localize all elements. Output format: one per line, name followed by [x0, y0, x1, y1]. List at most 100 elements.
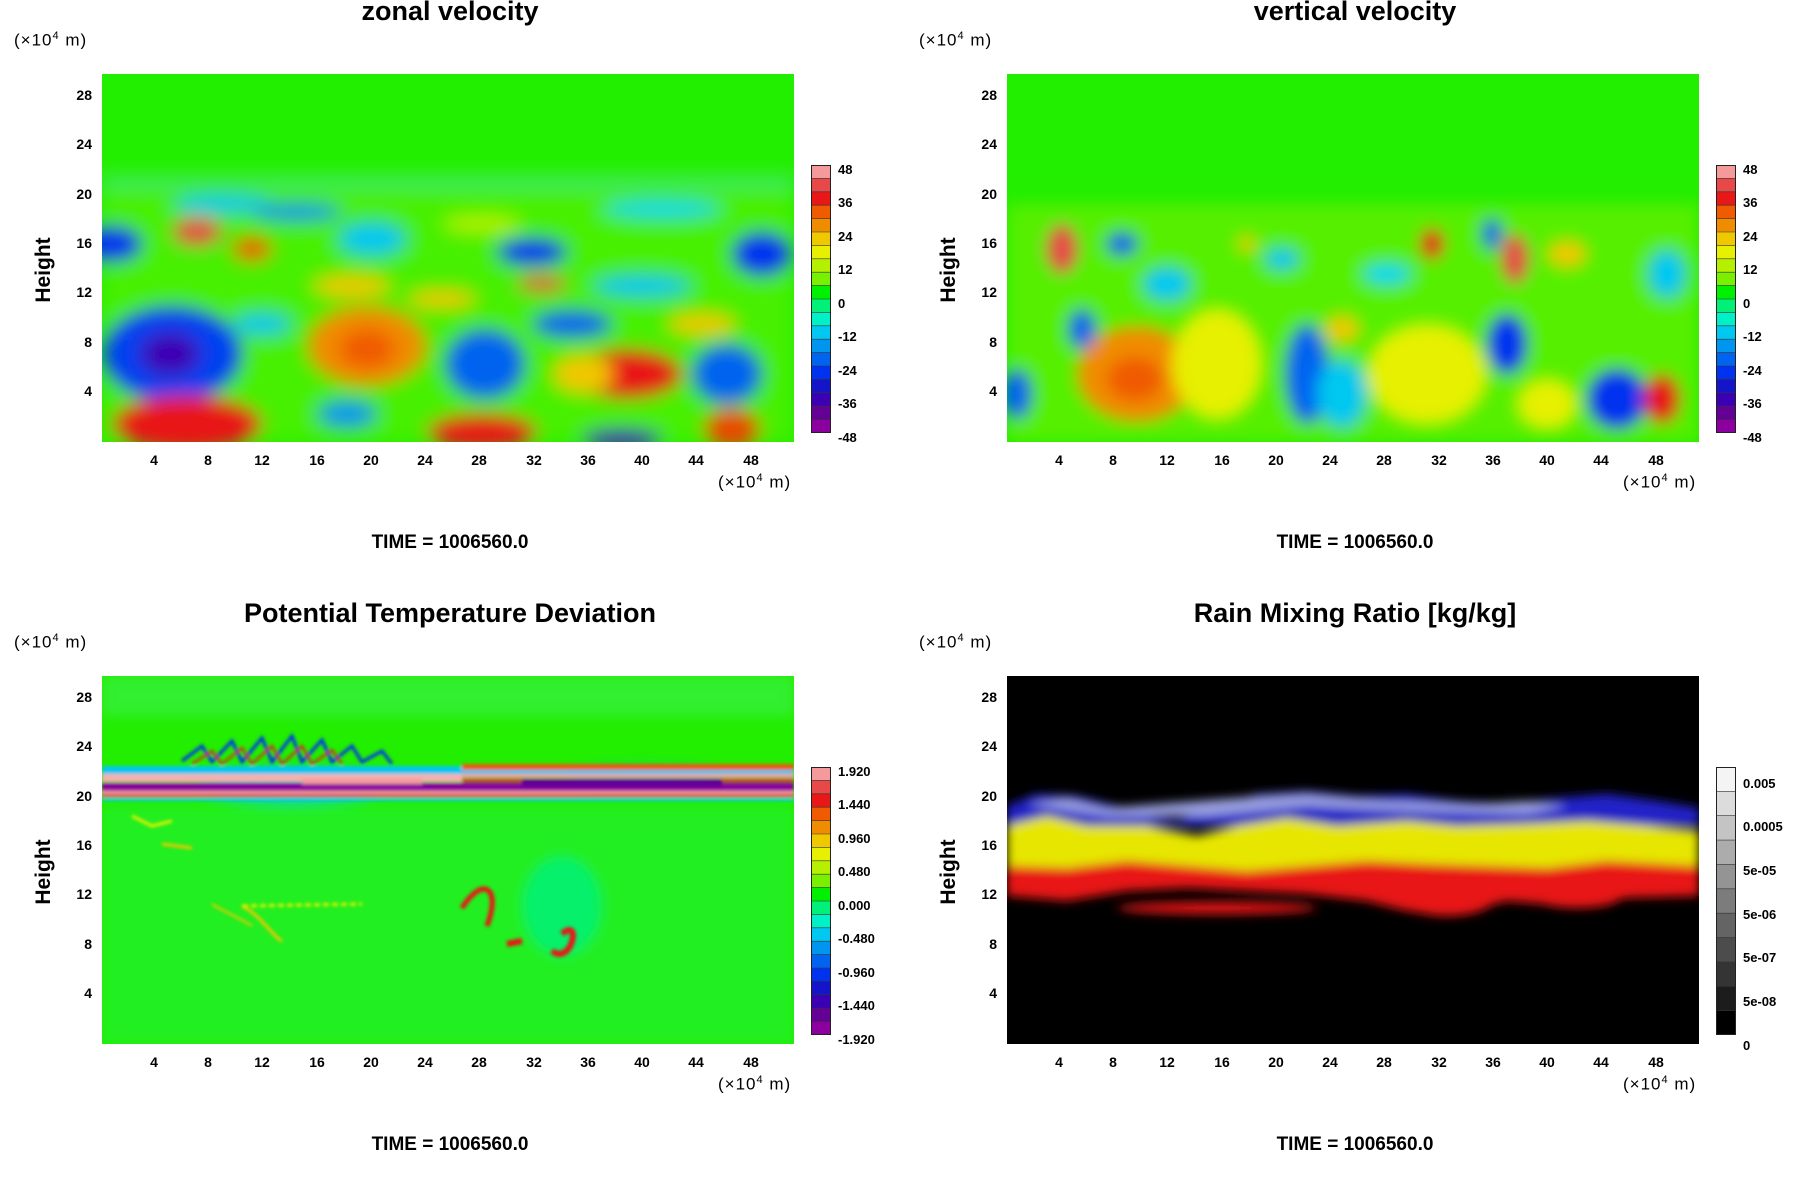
- colorbar-swatch: [1716, 232, 1736, 246]
- heatmap-potential-temperature: [102, 676, 794, 1044]
- x-tick-label: 28: [1376, 1054, 1392, 1070]
- colorbar-swatch: [811, 285, 831, 300]
- x-tick-label: 4: [1055, 1054, 1063, 1070]
- y-tick-label: 28: [981, 689, 997, 705]
- x-tick-label: 40: [1539, 1054, 1555, 1070]
- y-tick-label: 8: [989, 334, 997, 350]
- y-tick-label: 8: [84, 334, 92, 350]
- y-axis-unit: (×104 m): [14, 30, 88, 50]
- x-tick-label: 32: [1431, 452, 1447, 468]
- colorbar-label: 1.440: [838, 797, 871, 812]
- x-tick-label: 12: [254, 452, 270, 468]
- colorbar-swatch: [811, 245, 831, 260]
- x-tick-label: 48: [743, 1054, 759, 1070]
- colorbar-swatch: [811, 981, 831, 996]
- x-tick-label: 44: [688, 452, 704, 468]
- y-tick-label: 20: [76, 788, 92, 804]
- colorbar-label: 0: [1743, 1038, 1751, 1053]
- y-tick-label: 20: [981, 186, 997, 202]
- y-tick-label: 20: [76, 186, 92, 202]
- colorbar-swatch: [1716, 245, 1736, 260]
- colorbar-swatch: [1716, 406, 1736, 421]
- colorbar-swatch: [1716, 205, 1736, 220]
- colorbar-swatch: [1716, 339, 1736, 354]
- colorbar: [1716, 165, 1736, 433]
- y-tick-label: 28: [76, 87, 92, 103]
- y-tick-label: 4: [84, 383, 92, 399]
- colorbar-label: 0.005: [1743, 776, 1776, 791]
- x-tick-label: 44: [688, 1054, 704, 1070]
- colorbar-label: -1.920: [838, 1032, 875, 1047]
- colorbar-swatch: [811, 191, 831, 206]
- colorbar-swatch: [811, 258, 831, 273]
- colorbar-label: 36: [1743, 195, 1758, 210]
- colorbar: [811, 165, 831, 433]
- colorbar-swatch: [1716, 299, 1736, 313]
- x-tick-label: 20: [363, 1054, 379, 1070]
- x-tick-label: 4: [1055, 452, 1063, 468]
- x-tick-label: 16: [309, 452, 325, 468]
- x-tick-label: 12: [1159, 452, 1175, 468]
- colorbar-swatch: [1716, 815, 1736, 841]
- colorbar-label: 12: [838, 262, 853, 277]
- colorbar-label: 0.960: [838, 831, 871, 846]
- x-tick-label: 40: [1539, 452, 1555, 468]
- colorbar-border: [1716, 165, 1736, 433]
- colorbar-border: [1716, 767, 1736, 1035]
- colorbar-label: 24: [1743, 229, 1758, 244]
- colorbar-swatch: [1716, 840, 1736, 865]
- colorbar-label: -36: [1743, 396, 1762, 411]
- x-tick-label: 8: [204, 1054, 212, 1070]
- x-tick-label: 16: [1214, 1054, 1230, 1070]
- colorbar-swatch: [811, 793, 831, 808]
- colorbar-swatch: [811, 1008, 831, 1023]
- x-tick-label: 36: [1485, 1054, 1501, 1070]
- x-tick-label: 48: [743, 452, 759, 468]
- heatmap-vertical-velocity: [1007, 74, 1699, 442]
- colorbar-swatch: [811, 820, 831, 835]
- x-tick-label: 20: [363, 452, 379, 468]
- colorbar-swatch: [1716, 888, 1736, 914]
- colorbar-label: 36: [838, 195, 853, 210]
- x-tick-label: 44: [1593, 1054, 1609, 1070]
- colorbar-label: -36: [838, 396, 857, 411]
- chart-title: zonal velocity: [361, 0, 539, 26]
- x-tick-label: 16: [309, 1054, 325, 1070]
- colorbar-label: 0: [1743, 296, 1751, 311]
- x-tick-label: 24: [1322, 452, 1338, 468]
- x-axis-unit: (×104 m): [718, 1074, 792, 1094]
- colorbar-swatch: [811, 165, 831, 179]
- colorbar-swatch: [811, 994, 831, 1009]
- x-tick-label: 24: [1322, 1054, 1338, 1070]
- colorbar-swatch: [1716, 961, 1736, 987]
- x-tick-label: 32: [526, 452, 542, 468]
- colorbar-swatch: [811, 325, 831, 340]
- x-tick-label: 48: [1648, 1054, 1664, 1070]
- colorbar-swatch: [811, 887, 831, 902]
- x-axis-unit: (×104 m): [718, 472, 792, 492]
- colorbar-swatch: [811, 352, 831, 367]
- colorbar-swatch: [1716, 986, 1736, 1012]
- x-tick-label: 36: [1485, 452, 1501, 468]
- colorbar-swatch: [811, 954, 831, 969]
- y-tick-label: 20: [981, 788, 997, 804]
- colorbar-label: -0.480: [838, 931, 875, 946]
- y-tick-label: 24: [76, 136, 92, 152]
- y-tick-label: 8: [84, 936, 92, 952]
- colorbar-swatch: [811, 366, 831, 380]
- colorbar-swatch: [811, 312, 831, 327]
- x-tick-label: 8: [1109, 452, 1117, 468]
- time-label: TIME = 1006560.0: [371, 1134, 529, 1155]
- colorbar-swatch: [1716, 767, 1736, 792]
- y-tick-label: 12: [981, 284, 997, 300]
- colorbar-swatch: [1716, 178, 1736, 193]
- colorbar-label: -0.960: [838, 965, 875, 980]
- colorbar-swatch: [1716, 1010, 1736, 1035]
- y-tick-label: 12: [981, 886, 997, 902]
- colorbar-swatch: [1716, 352, 1736, 367]
- colorbar-label: 5e-07: [1743, 950, 1777, 965]
- colorbar-label: -24: [838, 363, 857, 378]
- colorbar-swatch: [1716, 913, 1736, 939]
- x-tick-label: 36: [580, 1054, 596, 1070]
- colorbar-label: 5e-05: [1743, 863, 1777, 878]
